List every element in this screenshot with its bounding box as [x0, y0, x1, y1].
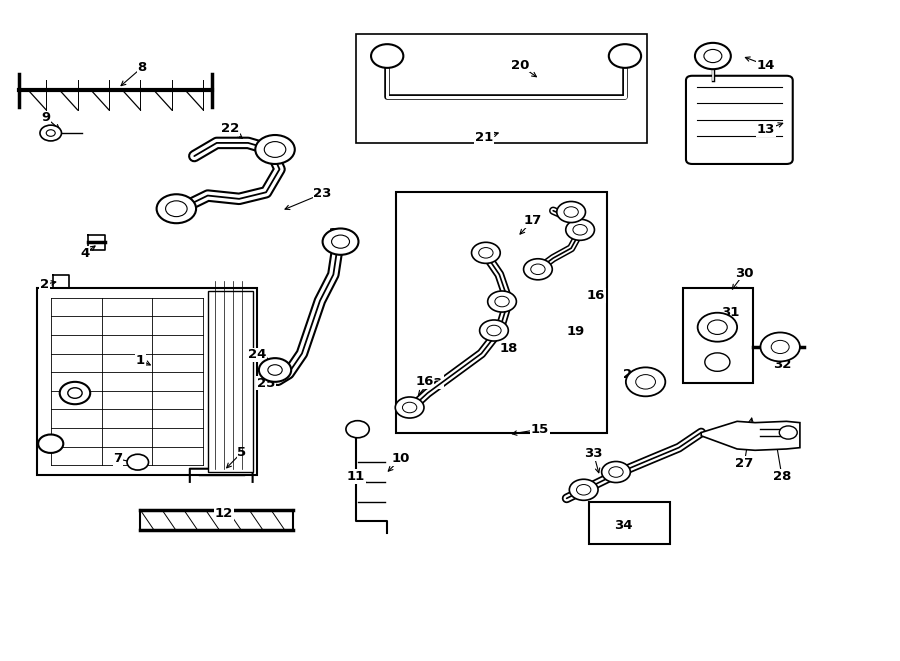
Circle shape — [626, 368, 665, 397]
Circle shape — [268, 365, 283, 375]
Text: 20: 20 — [511, 59, 529, 72]
Text: 12: 12 — [215, 507, 233, 520]
Circle shape — [698, 313, 737, 342]
Bar — [590, 502, 670, 545]
Circle shape — [608, 467, 623, 477]
Text: 18: 18 — [500, 342, 518, 355]
Circle shape — [707, 320, 727, 334]
Text: 25: 25 — [256, 377, 275, 389]
Circle shape — [487, 325, 501, 336]
Circle shape — [531, 264, 545, 274]
Text: 16a: 16a — [416, 375, 443, 389]
Text: 11: 11 — [346, 470, 364, 483]
Text: 21: 21 — [475, 131, 493, 144]
Text: 34: 34 — [614, 520, 633, 533]
Circle shape — [635, 375, 655, 389]
Circle shape — [68, 388, 82, 399]
Text: 27: 27 — [735, 457, 753, 470]
Circle shape — [705, 353, 730, 371]
Circle shape — [704, 50, 722, 63]
Text: 9: 9 — [41, 112, 50, 124]
Bar — [37, 288, 257, 475]
Text: 1: 1 — [136, 354, 145, 367]
Circle shape — [157, 194, 196, 223]
Text: 10: 10 — [392, 452, 410, 465]
Text: 2: 2 — [40, 278, 49, 291]
Circle shape — [40, 125, 61, 141]
Text: 19: 19 — [566, 325, 585, 338]
Text: 8: 8 — [138, 61, 147, 74]
Text: 3: 3 — [40, 434, 50, 447]
Circle shape — [479, 248, 493, 258]
Circle shape — [472, 243, 500, 263]
Text: 15: 15 — [531, 423, 549, 436]
Text: 13: 13 — [757, 123, 775, 136]
Circle shape — [564, 207, 579, 217]
Circle shape — [557, 202, 586, 223]
Text: 24: 24 — [248, 348, 266, 362]
Circle shape — [402, 403, 417, 412]
Circle shape — [488, 291, 517, 312]
Circle shape — [570, 479, 598, 500]
Text: 28: 28 — [773, 470, 791, 483]
Circle shape — [771, 340, 789, 354]
Circle shape — [577, 485, 591, 495]
Text: 26: 26 — [328, 227, 347, 239]
Text: 30: 30 — [735, 267, 753, 280]
Circle shape — [566, 219, 595, 241]
Circle shape — [601, 461, 630, 483]
Bar — [208, 291, 253, 472]
Circle shape — [166, 201, 187, 217]
Circle shape — [46, 130, 55, 136]
Circle shape — [322, 229, 358, 254]
Text: 22: 22 — [221, 122, 239, 135]
Text: 14: 14 — [757, 59, 775, 72]
Circle shape — [265, 141, 286, 157]
Text: 16: 16 — [587, 289, 606, 302]
Circle shape — [127, 454, 148, 470]
Circle shape — [573, 225, 588, 235]
Circle shape — [259, 358, 292, 382]
Bar — [356, 34, 647, 143]
Circle shape — [256, 135, 295, 164]
Circle shape — [524, 258, 553, 280]
Circle shape — [480, 320, 508, 341]
Circle shape — [346, 420, 369, 438]
Circle shape — [495, 296, 509, 307]
Text: 23: 23 — [313, 187, 332, 200]
Polygon shape — [701, 421, 800, 450]
Bar — [683, 288, 753, 383]
Text: 17: 17 — [524, 214, 542, 227]
Text: 33: 33 — [584, 447, 603, 460]
Text: 31: 31 — [721, 306, 739, 319]
Circle shape — [779, 426, 797, 439]
Text: 29: 29 — [623, 368, 642, 381]
Circle shape — [371, 44, 403, 68]
Circle shape — [331, 235, 349, 249]
Text: 32: 32 — [773, 358, 791, 371]
Text: 5: 5 — [238, 446, 247, 459]
Text: 6: 6 — [68, 385, 77, 397]
Circle shape — [695, 43, 731, 69]
FancyBboxPatch shape — [686, 76, 793, 164]
Circle shape — [760, 332, 800, 362]
Text: 7: 7 — [113, 452, 122, 465]
Circle shape — [38, 434, 63, 453]
Circle shape — [59, 382, 90, 405]
Bar — [396, 192, 607, 432]
Circle shape — [608, 44, 641, 68]
Circle shape — [395, 397, 424, 418]
Text: 4: 4 — [80, 247, 89, 260]
